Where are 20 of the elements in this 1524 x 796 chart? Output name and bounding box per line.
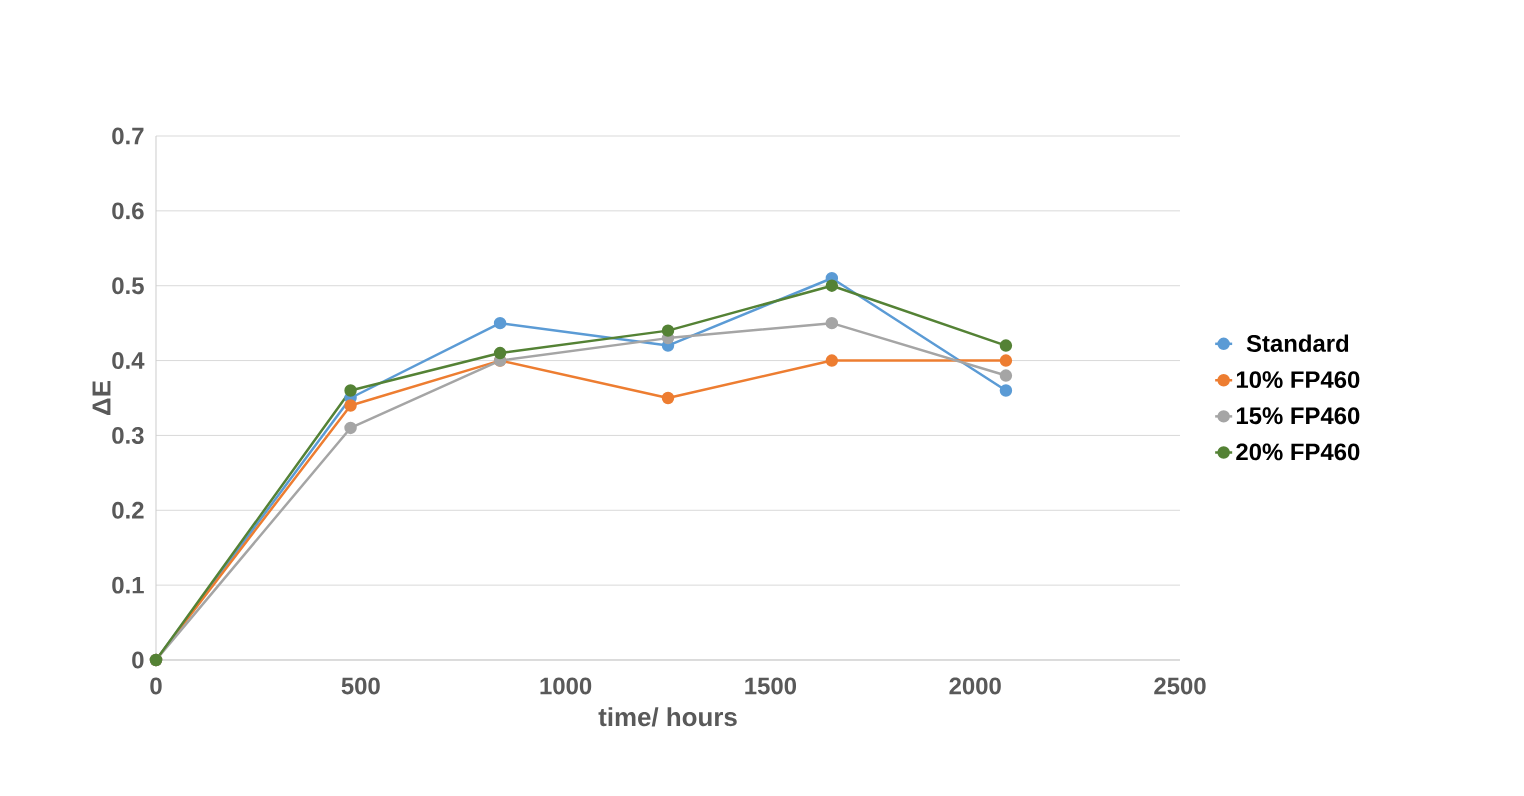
x-axis-title: time/ hours: [598, 707, 737, 727]
y-tick-label: 0.2: [112, 501, 144, 519]
y-tick-label: 0: [132, 651, 144, 669]
y-tick-label: 0.4: [112, 352, 145, 370]
x-tick-label: 1500: [745, 677, 796, 695]
legend-label: 10% FP460: [1236, 371, 1360, 389]
x-tick-label: 1000: [540, 677, 592, 695]
legend-label: 20% FP460: [1236, 443, 1360, 461]
y-axis-title: ΔE: [92, 381, 111, 415]
x-tick-label: 0: [150, 677, 162, 695]
y-tick-label: 0.3: [112, 426, 144, 444]
y-tick-label: 0.5: [112, 277, 144, 295]
x-tick-label: 2000: [949, 677, 1001, 695]
x-tick-label: 2500: [1154, 677, 1206, 695]
legend-label: 15% FP460: [1236, 407, 1360, 425]
y-tick-label: 0.1: [112, 576, 144, 594]
x-tick-label: 500: [341, 677, 380, 695]
y-tick-label: 0.6: [112, 202, 144, 220]
y-tick-label: 0.7: [112, 127, 144, 145]
legend-label: Standard: [1246, 334, 1349, 352]
